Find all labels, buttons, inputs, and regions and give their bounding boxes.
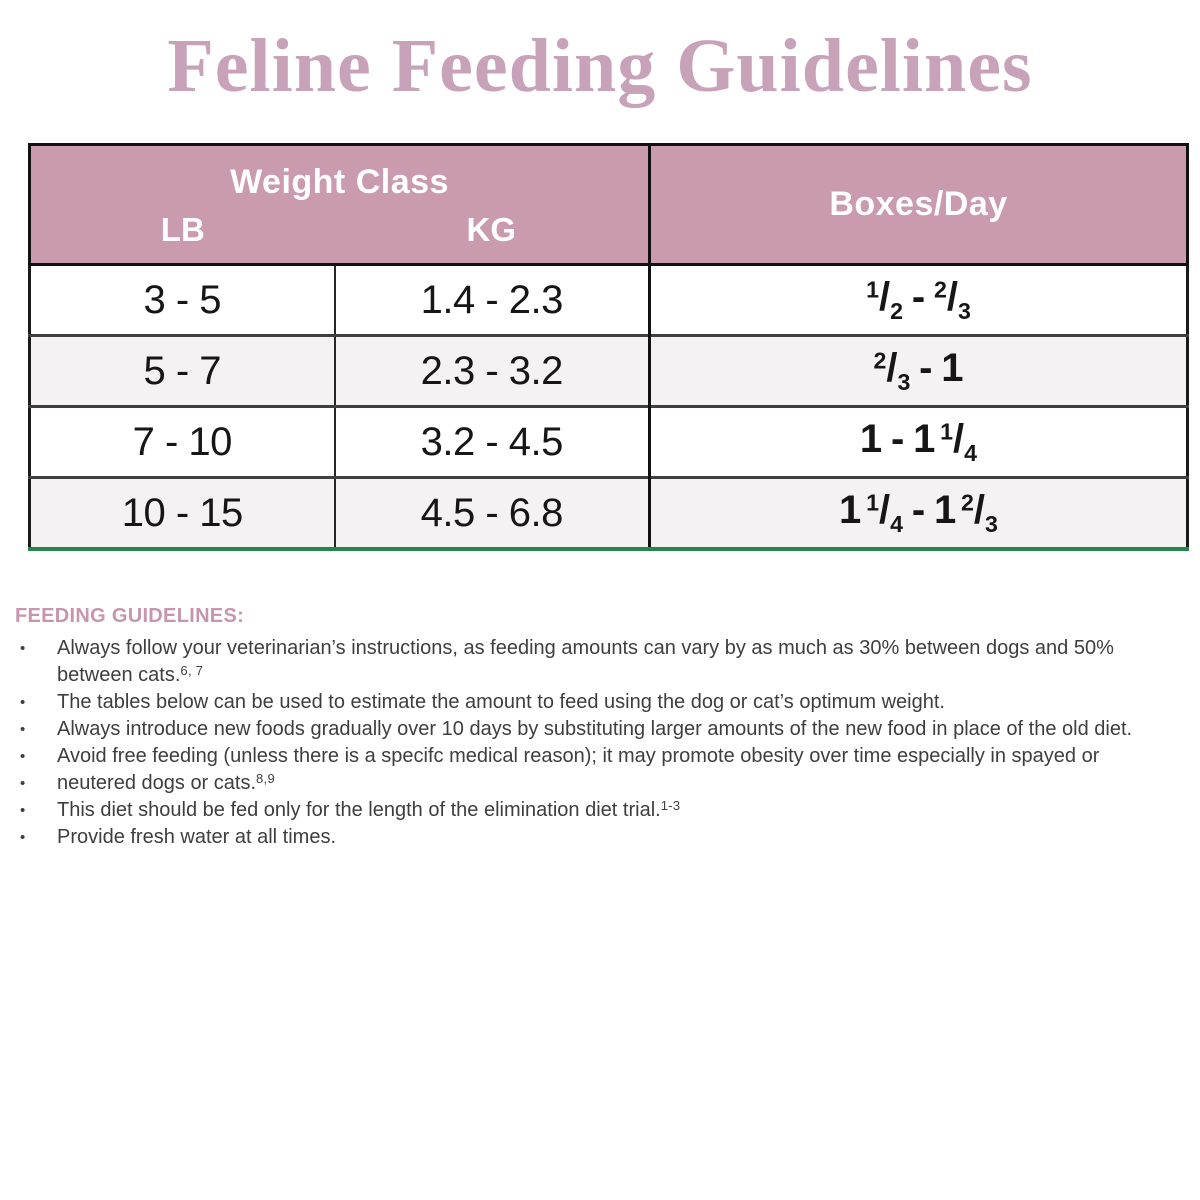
lb-range-cell: 5 - 7 <box>28 334 336 408</box>
fraction-slash: / <box>886 346 898 391</box>
bullet-icon: • <box>20 640 26 657</box>
whole-number: 1 <box>839 488 862 533</box>
weight-class-label: Weight Class <box>230 163 449 201</box>
range-dash: - <box>919 346 933 391</box>
boxes-per-day-cell: 1-1 1/4 <box>648 405 1189 479</box>
range-dash: - <box>911 275 926 320</box>
fraction-denominator: 4 <box>890 510 904 537</box>
whole-number: 1 <box>933 488 957 533</box>
list-item: • Provide fresh water at all times. <box>15 824 1190 851</box>
whole-number: 1 <box>913 417 936 462</box>
fraction: 1/4 <box>866 488 903 537</box>
lb-range-cell: 7 - 10 <box>28 405 336 479</box>
kg-range-cell: 2.3 - 3.2 <box>333 334 651 408</box>
footnote-reference: 6, 7 <box>180 663 204 678</box>
table-row: 3 - 5 1.4 - 2.3 1/2-2/3 <box>28 263 1189 337</box>
kg-column-header: KG <box>466 211 517 248</box>
fraction-denominator: 3 <box>897 368 911 395</box>
fraction-slash: / <box>953 417 965 462</box>
guidelines-heading: FEEDING GUIDELINES: <box>15 605 245 627</box>
fraction-slash: / <box>879 488 891 533</box>
kg-range-cell: 3.2 - 4.5 <box>333 405 651 479</box>
footnote-reference: 8,9 <box>256 771 275 786</box>
boxes-per-day-cell: 2/3-1 <box>648 334 1189 408</box>
list-item-text: The tables below can be used to estimate… <box>57 691 945 713</box>
bullet-icon: • <box>20 694 26 711</box>
fraction: 1/2 <box>866 275 903 324</box>
page-title: Feline Feeding Guidelines <box>167 24 1033 108</box>
fraction: 2/3 <box>961 488 998 537</box>
list-item: • Always introduce new foods gradually ov… <box>15 716 1190 743</box>
weight-table: Weight Class LB KG Boxes/Day 3 - 5 1.4 - … <box>28 143 1189 551</box>
list-item-text: neutered dogs or cats.8,9 <box>57 771 275 794</box>
fraction-numerator: 2 <box>873 347 887 374</box>
list-item-text: Always follow your veterinarian’s instru… <box>57 637 1114 686</box>
fraction-numerator: 1 <box>866 489 879 516</box>
list-item: • Always follow your veterinarian’s instr… <box>15 635 1190 689</box>
feeding-table-container: Weight Class LB KG Boxes/Day 3 - 5 1.4 - … <box>28 143 1189 551</box>
list-item-text: Always introduce new foods gradually ove… <box>57 718 1133 740</box>
bullet-icon: • <box>20 829 26 846</box>
whole-number: 1 <box>941 346 964 391</box>
table-header-row: Weight Class LB KG Boxes/Day <box>28 143 1189 266</box>
fraction-numerator: 1 <box>940 418 954 445</box>
list-item-text: Provide fresh water at all times. <box>57 826 336 848</box>
fraction-denominator: 4 <box>964 439 978 466</box>
boxes-per-day-header: Boxes/Day <box>648 143 1189 266</box>
fraction: 2/3 <box>873 346 910 395</box>
bullet-icon: • <box>20 721 26 738</box>
fraction-denominator: 3 <box>985 510 998 537</box>
fraction-slash: / <box>879 275 891 320</box>
list-item: • The tables below can be used to estimat… <box>15 689 1190 716</box>
table-row: 5 - 7 2.3 - 3.2 2/3-1 <box>28 334 1189 408</box>
list-item: • neutered dogs or cats.8,9 <box>15 770 1190 797</box>
range-dash: - <box>890 417 905 462</box>
bullet-icon: • <box>20 802 26 819</box>
weight-table-body: 3 - 5 1.4 - 2.3 1/2-2/3 5 - 7 2.3 - 3.2 2/3-1… <box>28 263 1189 550</box>
guidelines-list: • Always follow your veterinarian’s instr… <box>15 635 1190 851</box>
footnote-reference: 1-3 <box>660 798 681 813</box>
lb-range-cell: 3 - 5 <box>28 263 336 337</box>
fraction-denominator: 2 <box>890 297 904 324</box>
list-item-text: This diet should be fed only for the len… <box>57 798 681 821</box>
list-item: • Avoid free feeding (unless there is a s… <box>15 743 1190 770</box>
weight-class-header: Weight Class LB KG <box>28 143 651 266</box>
lb-range-cell: 10 - 15 <box>28 476 336 550</box>
list-item: • This diet should be fed only for the le… <box>15 797 1190 824</box>
boxes-per-day-cell: 1 1/4-1 2/3 <box>648 476 1189 550</box>
bullet-icon: • <box>20 775 26 792</box>
fraction: 2/3 <box>933 275 971 324</box>
weight-class-subheader: LB KG <box>31 211 648 249</box>
range-dash: - <box>911 488 926 533</box>
kg-range-cell: 4.5 - 6.8 <box>333 476 651 550</box>
fraction-denominator: 3 <box>957 297 971 324</box>
fraction-numerator: 2 <box>933 276 947 303</box>
whole-number: 1 <box>859 417 883 462</box>
fraction-slash: / <box>973 488 986 533</box>
table-row: 10 - 15 4.5 - 6.8 1 1/4-1 2/3 <box>28 476 1189 550</box>
fraction: 1/4 <box>940 417 977 466</box>
bullet-icon: • <box>20 748 26 765</box>
guidelines-section: FEEDING GUIDELINES: • Always follow your … <box>15 604 1190 851</box>
lb-column-header: LB <box>160 211 205 248</box>
fraction-slash: / <box>946 275 958 320</box>
fraction-numerator: 2 <box>961 489 974 516</box>
table-row: 7 - 10 3.2 - 4.5 1-1 1/4 <box>28 405 1189 479</box>
fraction-numerator: 1 <box>866 276 879 303</box>
boxes-per-day-cell: 1/2-2/3 <box>648 263 1189 337</box>
list-item-text: Avoid free feeding (unless there is a sp… <box>57 745 1100 767</box>
kg-range-cell: 1.4 - 2.3 <box>333 263 651 337</box>
